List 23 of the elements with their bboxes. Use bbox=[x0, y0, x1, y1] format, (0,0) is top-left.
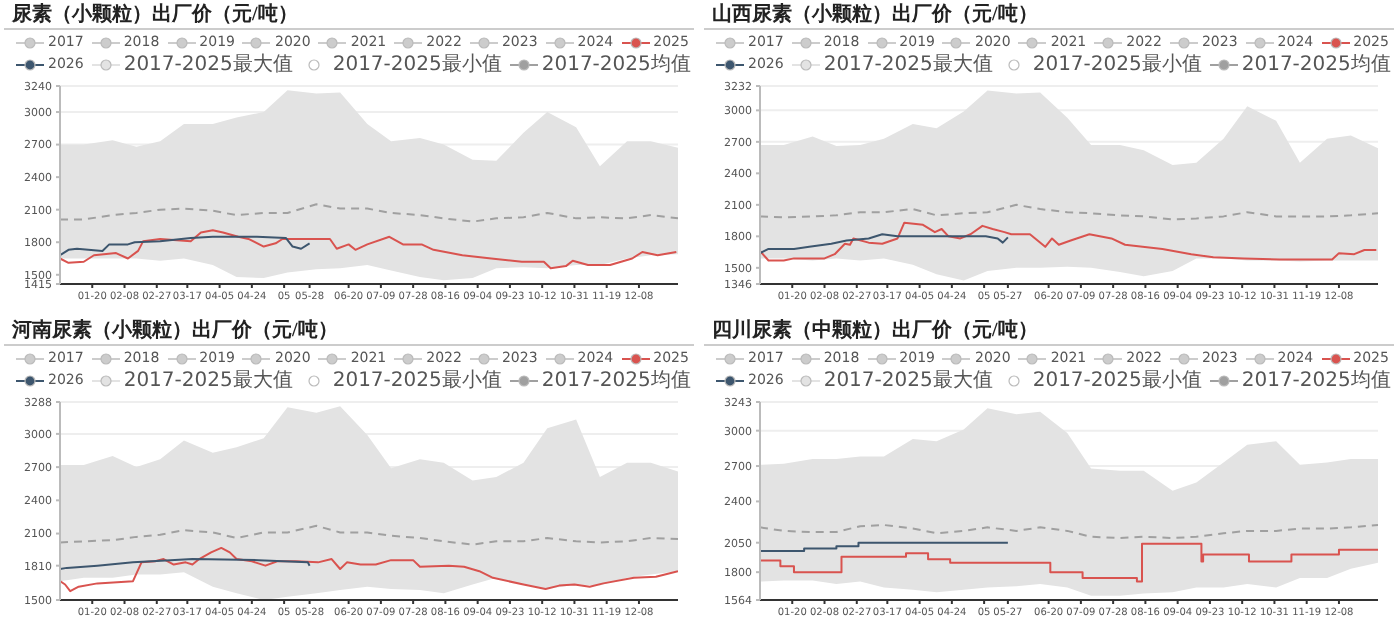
line-series bbox=[60, 229, 678, 270]
chart-title: 山西尿素（小颗粒）出厂价（元/吨） bbox=[704, 4, 1394, 30]
legend-label: 2017-2025最小值 bbox=[330, 54, 502, 76]
line-series bbox=[760, 221, 1378, 262]
legend-label: 2017-2025最大值 bbox=[121, 369, 293, 391]
chart-title: 四川尿素（中颗粒）出厂价（元/吨） bbox=[704, 319, 1394, 345]
legend-label: 2017-2025均值 bbox=[539, 54, 691, 76]
line-series bbox=[60, 523, 678, 545]
line-series bbox=[760, 523, 1378, 538]
chart-title: 尿素（小颗粒）出厂价（元/吨） bbox=[4, 4, 694, 30]
legend-label: 2017-2025最小值 bbox=[330, 369, 502, 391]
legend-label: 2017-2025最大值 bbox=[821, 369, 993, 391]
line-series bbox=[60, 545, 678, 592]
legend-label: 2017-2025最大值 bbox=[821, 54, 993, 76]
legend-label: 2017-2025最小值 bbox=[1030, 54, 1202, 76]
legend-label: 2017-2025最大值 bbox=[121, 54, 293, 76]
line-series bbox=[760, 233, 1009, 255]
line-series bbox=[60, 235, 311, 257]
legend-label: 2017-2025均值 bbox=[1239, 54, 1391, 76]
legend-label: 2017-2025均值 bbox=[1239, 369, 1391, 391]
legend-label: 2017-2025最小值 bbox=[1030, 369, 1202, 391]
chart-title: 河南尿素（小颗粒）出厂价（元/吨） bbox=[4, 319, 694, 345]
legend-label: 2017-2025均值 bbox=[539, 369, 691, 391]
